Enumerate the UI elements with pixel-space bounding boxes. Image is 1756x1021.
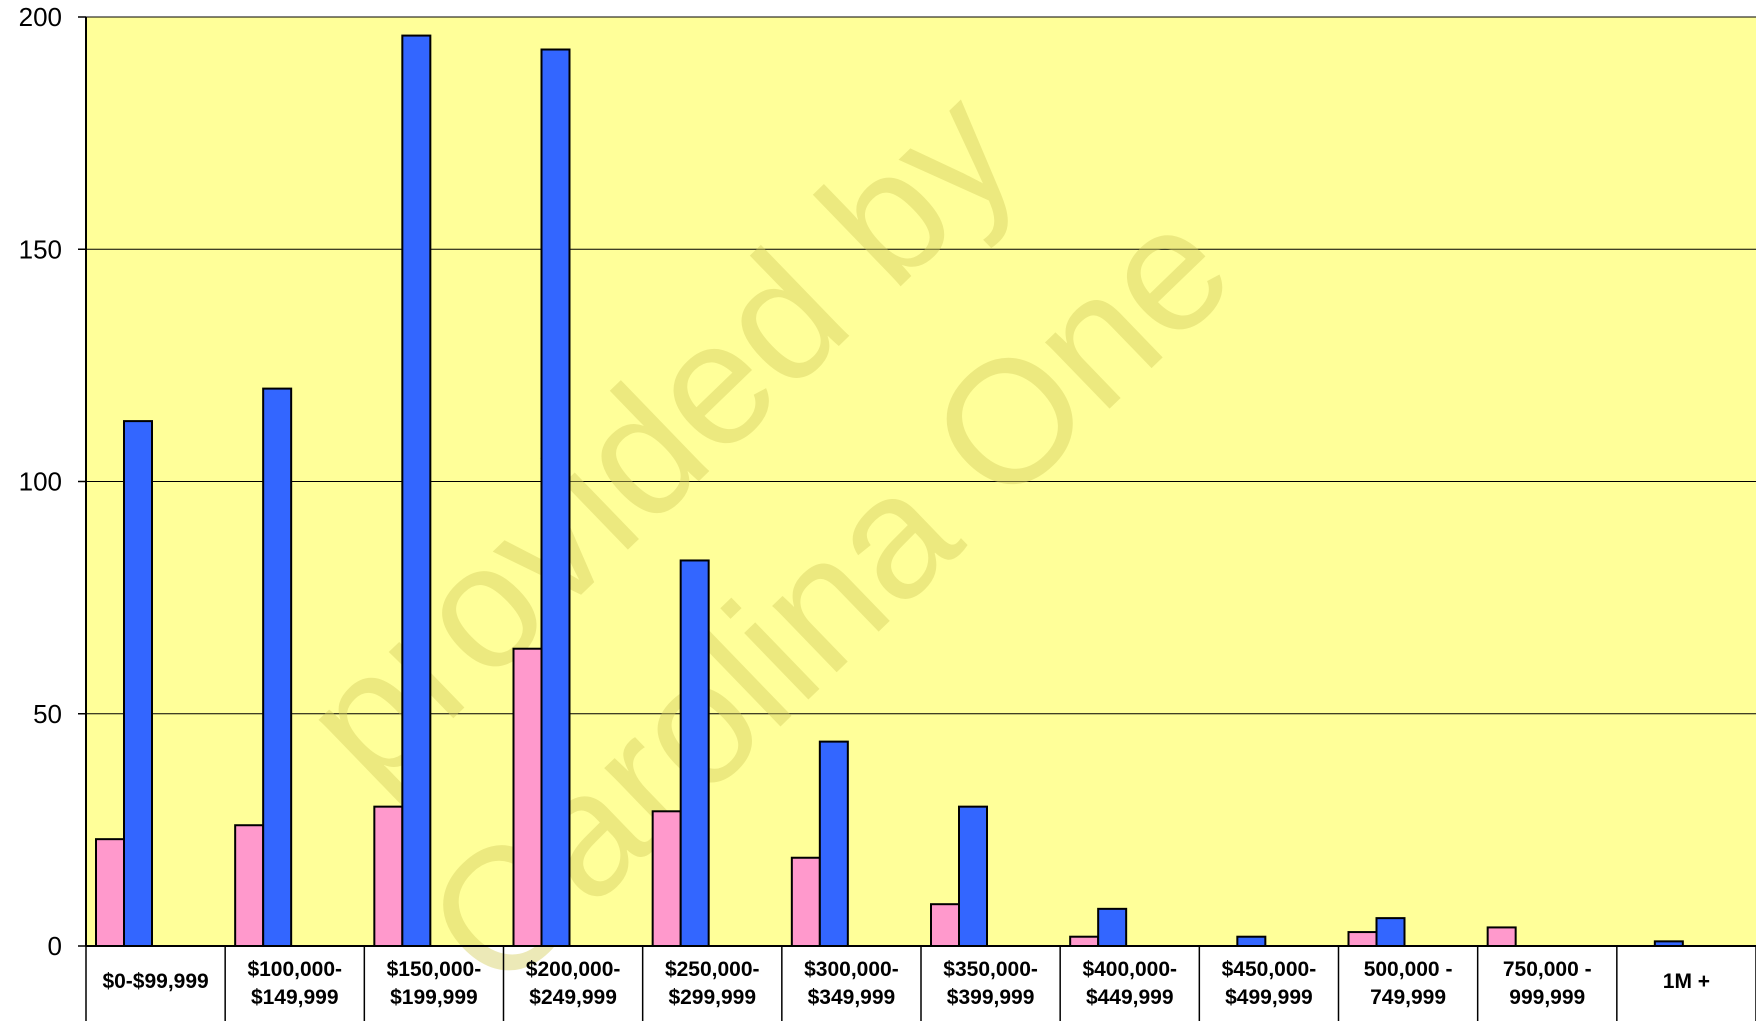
xtick-label-5: $250,000- $299,999 xyxy=(665,958,760,1009)
xtick-label-2-line-1: $100,000- xyxy=(247,958,342,981)
xtick-label-5-line-1: $250,000- xyxy=(665,958,760,981)
xtick-label-9-line-2: $499,999 xyxy=(1225,986,1313,1009)
xtick-label-3-line-2: $199,999 xyxy=(390,986,478,1009)
bar-s2-8 xyxy=(1097,907,1128,948)
xtick-label-4-line-2: $249,999 xyxy=(529,986,617,1009)
xtick-label-5-line-2: $299,999 xyxy=(668,986,756,1009)
xtick-label-10: 500,000 - 749,999 xyxy=(1364,958,1453,1009)
xtick-label-9: $450,000- $499,999 xyxy=(1222,958,1317,1009)
xtick-label-4: $200,000- $249,999 xyxy=(526,958,621,1009)
xtick-label-8: $400,000- $449,999 xyxy=(1082,958,1177,1009)
ytick-label-200: 200 xyxy=(19,2,62,32)
ytick-label-0: 0 xyxy=(48,931,62,961)
bar-s1-8 xyxy=(1069,935,1100,948)
xtick-label-3: $150,000- $199,999 xyxy=(387,958,482,1009)
xtick-label-6-line-2: $349,999 xyxy=(808,986,896,1009)
bar-s2-6 xyxy=(818,740,849,947)
bar-s2-10 xyxy=(1375,917,1406,948)
xtick-label-2: $100,000- $149,999 xyxy=(247,958,342,1009)
bar-s1-3 xyxy=(373,805,404,948)
bar-s1-11 xyxy=(1486,926,1517,947)
xtick-label-7-line-1: $350,000- xyxy=(943,958,1038,981)
xtick-label-12: 1M + xyxy=(1663,970,1710,993)
xtick-label-6: $300,000- $349,999 xyxy=(804,958,899,1009)
bar-s1-4 xyxy=(512,647,543,947)
xtick-label-9-line-1: $450,000- xyxy=(1222,958,1317,981)
bar-s1-2 xyxy=(234,824,265,947)
xtick-label-1: $0-$99,999 xyxy=(102,970,208,993)
xtick-label-12-line-1: 1M + xyxy=(1663,970,1710,993)
xtick-label-8-line-1: $400,000- xyxy=(1082,958,1177,981)
xtick-label-1-line-1: $0-$99,999 xyxy=(102,970,208,993)
xtick-label-3-line-1: $150,000- xyxy=(387,958,482,981)
bar-s2-2 xyxy=(262,387,293,948)
bar-s2-7 xyxy=(958,805,988,948)
ytick-label-50: 50 xyxy=(33,699,62,729)
xtick-label-6-line-1: $300,000- xyxy=(804,958,899,981)
xtick-label-10-line-2: 749,999 xyxy=(1370,986,1446,1009)
bar-s1-1 xyxy=(95,838,125,947)
bar-s2-9 xyxy=(1236,935,1267,948)
xtick-label-11-line-2: 999,999 xyxy=(1509,986,1585,1009)
bar-s2-4 xyxy=(540,48,571,947)
xtick-label-10-line-1: 500,000 - xyxy=(1364,958,1453,981)
bar-s2-3 xyxy=(401,34,432,947)
xtick-label-2-line-2: $149,999 xyxy=(251,986,339,1009)
bar-s1-10 xyxy=(1347,931,1378,948)
xtick-label-7-line-2: $399,999 xyxy=(947,986,1035,1009)
bar-s2-1 xyxy=(123,420,153,947)
bar-s1-6 xyxy=(790,856,821,947)
ytick-label-150: 150 xyxy=(19,234,62,264)
bar-s1-5 xyxy=(651,810,682,947)
ytick-label-100: 100 xyxy=(19,467,62,497)
bar-s2-5 xyxy=(679,559,710,948)
xtick-label-8-line-2: $449,999 xyxy=(1086,986,1174,1009)
bar-s1-7 xyxy=(930,903,960,948)
xtick-label-4-line-1: $200,000- xyxy=(526,958,621,981)
xtick-label-7: $350,000- $399,999 xyxy=(943,958,1038,1009)
xtick-label-11: 750,000 - 999,999 xyxy=(1503,958,1592,1009)
xtick-label-11-line-1: 750,000 - xyxy=(1503,958,1592,981)
